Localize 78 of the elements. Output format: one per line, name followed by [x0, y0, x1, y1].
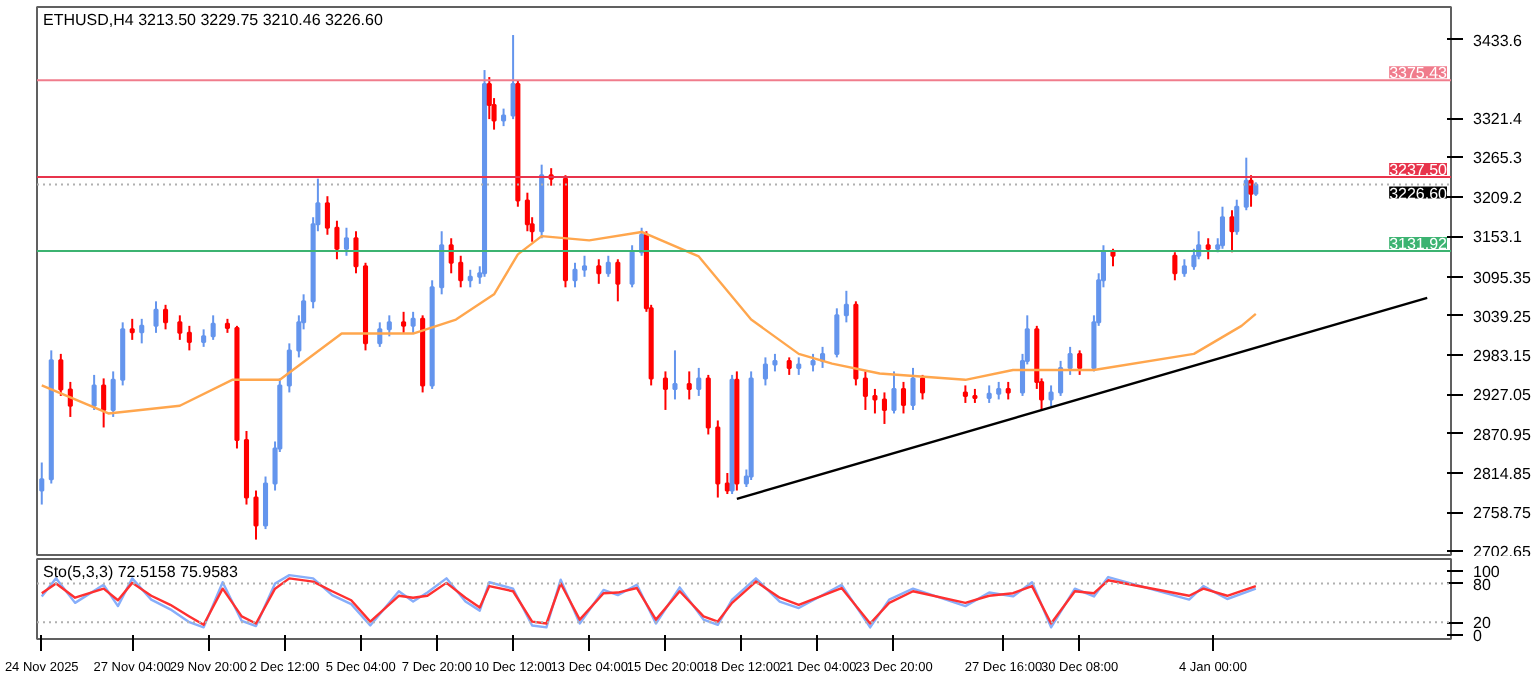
- y-tick-label: 2758.75: [1473, 504, 1532, 523]
- candlestick: [139, 317, 145, 345]
- candlestick: [615, 258, 621, 303]
- candlestick: [843, 289, 849, 324]
- candlestick: [39, 461, 45, 506]
- candlestick: [572, 261, 578, 289]
- candlestick: [1058, 359, 1064, 397]
- candlestick: [1205, 237, 1211, 261]
- y-tick-label: 3209.2: [1473, 188, 1524, 207]
- candlestick: [91, 373, 97, 411]
- candlestick: [1172, 251, 1178, 282]
- candlestick: [334, 219, 340, 261]
- candlestick: [605, 254, 611, 278]
- candlestick: [401, 310, 407, 334]
- candlestick: [872, 387, 878, 415]
- candlestick: [662, 370, 668, 411]
- y-tick-label: 3265.3: [1473, 149, 1524, 168]
- candlestick: [343, 226, 350, 257]
- candlestick: [1219, 205, 1226, 250]
- candlestick: [1234, 198, 1240, 236]
- candlestick: [881, 391, 887, 425]
- candlestick: [1067, 345, 1073, 376]
- y-tick-label: 2814.85: [1473, 465, 1532, 484]
- y-tick-label: 3321.4: [1473, 110, 1524, 129]
- candlestick: [900, 380, 907, 415]
- candlestick: [629, 244, 635, 289]
- candlestick: [262, 475, 269, 531]
- candlestick: [448, 237, 454, 275]
- candlestick: [910, 366, 916, 411]
- candlestick: [1077, 349, 1083, 376]
- y-tick-label: 3039.25: [1473, 307, 1532, 326]
- candlestick: [410, 310, 416, 334]
- candlestick: [762, 356, 768, 387]
- y-tick-label: 3153.1: [1473, 228, 1524, 247]
- ref-line-label: 3131.92: [1389, 234, 1449, 253]
- candlestick: [286, 342, 292, 394]
- candlestick: [458, 254, 464, 289]
- candlestick: [177, 314, 183, 341]
- y-tick-label: 80: [1473, 575, 1492, 594]
- ref-line-label: 3375.43: [1389, 64, 1449, 83]
- candlestick: [581, 254, 588, 278]
- candlestick: [353, 230, 359, 275]
- y-tick-label: 2927.05: [1473, 386, 1532, 405]
- candlestick: [324, 195, 330, 236]
- y-tick-label: 0: [1473, 627, 1483, 646]
- candlestick: [834, 307, 840, 359]
- candlestick: [210, 314, 216, 341]
- y-tick-label: 2983.15: [1473, 347, 1532, 366]
- candlestick: [696, 366, 702, 397]
- y-tick-label: 3095.35: [1473, 268, 1532, 287]
- candlestick: [129, 317, 135, 341]
- candlestick: [1229, 209, 1235, 254]
- candlestick: [153, 300, 159, 334]
- candlestick: [253, 489, 259, 541]
- y-tick-label: 2870.95: [1473, 425, 1532, 444]
- candlestick: [386, 314, 392, 338]
- candlestick: [596, 258, 602, 285]
- chart-title: ETHUSD,H4 3213.50 3229.75 3210.46 3226.60: [43, 11, 384, 29]
- ref-line-label: 3226.60: [1389, 184, 1449, 203]
- candlestick: [724, 472, 730, 496]
- candlestick: [891, 370, 897, 415]
- candlestick: [163, 303, 169, 331]
- line-series: [40, 230, 1257, 415]
- candlestick: [186, 324, 192, 352]
- candlestick: [439, 230, 445, 296]
- y-tick-label: 3433.6: [1473, 31, 1524, 50]
- candlestick: [686, 370, 692, 401]
- candlestick: [110, 370, 116, 418]
- candlestick: [862, 370, 868, 411]
- chart-title: Sto(5,3,3) 72.5158 75.9583: [43, 563, 239, 581]
- candlestick: [101, 377, 107, 429]
- candlestick: [58, 352, 64, 397]
- candlestick: [919, 373, 926, 401]
- candlestick: [1048, 384, 1054, 408]
- candlestick: [672, 349, 678, 401]
- y-tick-label: 100: [1473, 562, 1501, 581]
- candlestick: [1248, 174, 1254, 208]
- ref-line-label: 3237.50: [1389, 160, 1449, 179]
